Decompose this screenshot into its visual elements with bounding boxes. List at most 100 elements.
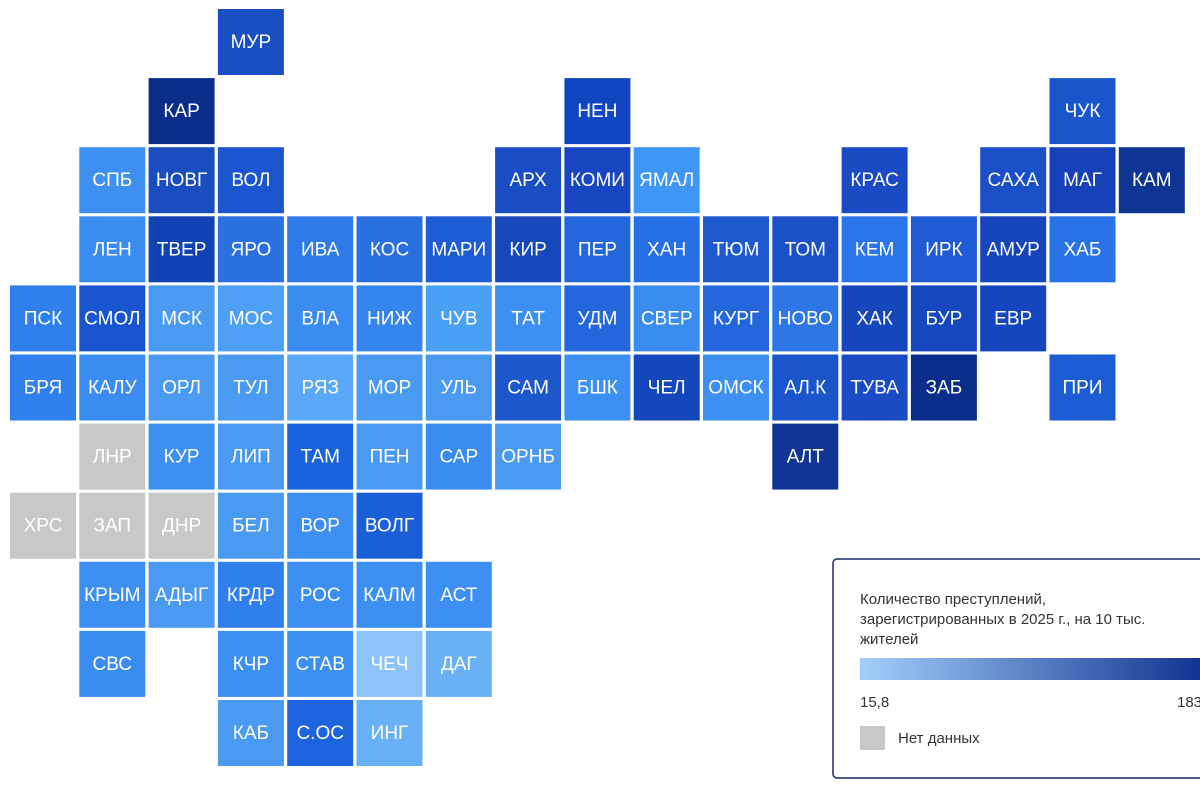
region-tile: ПРИ — [1049, 354, 1116, 421]
tile-bg — [425, 285, 492, 352]
region-tile: АРХ — [495, 147, 562, 214]
tile-bg — [703, 216, 769, 283]
region-tile: СМОЛ — [79, 285, 146, 352]
tile-bg — [287, 216, 354, 283]
tile-bg — [703, 285, 769, 352]
region-tile: КРДР — [217, 561, 284, 628]
tile-bg — [287, 285, 354, 352]
region-tile: БРЯ — [10, 354, 76, 421]
tile-label: ПРИ — [1063, 378, 1103, 399]
tile-label: ХАК — [856, 308, 892, 329]
legend-title: жителей — [860, 631, 918, 648]
tile-label: ИВА — [301, 239, 340, 260]
tile-bg — [703, 354, 769, 421]
region-tile: КЧР — [217, 630, 284, 697]
tile-label: УЛЬ — [441, 378, 477, 399]
region-tile: НОВО — [772, 285, 839, 352]
tile-bg — [10, 285, 76, 352]
tile-label: МАГ — [1063, 170, 1102, 191]
tile-label: КАЛУ — [88, 378, 138, 399]
tile-label: БУР — [926, 308, 963, 329]
region-tile: САМ — [495, 354, 562, 421]
tile-bg — [287, 561, 354, 628]
tile-bg — [564, 78, 631, 145]
region-tile: АЛ.К — [772, 354, 839, 421]
tile-label: АРХ — [510, 170, 547, 191]
tile-bg — [1049, 216, 1116, 283]
tile-label: ТВЕР — [157, 239, 207, 260]
tile-label: ЯРО — [231, 239, 272, 260]
tile-bg — [425, 561, 492, 628]
tile-bg — [425, 423, 492, 490]
tile-bg — [564, 147, 631, 214]
region-tile: КАЛУ — [79, 354, 146, 421]
tile-bg — [1049, 354, 1116, 421]
region-tile: МАРИ — [425, 216, 492, 283]
region-tile: ЛЕН — [79, 216, 146, 283]
tile-bg — [356, 492, 423, 559]
legend-title: Количество преступлений, — [860, 591, 1046, 608]
region-tile: РОС — [287, 561, 354, 628]
tile-label: КОМИ — [570, 170, 625, 191]
tile-label: САР — [439, 447, 478, 468]
tile-label: ЗАБ — [926, 378, 963, 399]
tile-bg — [495, 423, 562, 490]
tile-bg — [217, 147, 284, 214]
tile-bg — [148, 561, 215, 628]
region-tile: КАЛМ — [356, 561, 423, 628]
region-tile: ИНГ — [356, 700, 423, 766]
tile-label: ИНГ — [371, 723, 409, 744]
region-tile: САР — [425, 423, 492, 490]
region-tile: ХРС — [10, 492, 76, 559]
tile-label: НИЖ — [367, 308, 412, 329]
tile-bg — [356, 216, 423, 283]
tile-label: КРЫМ — [84, 585, 140, 606]
tile-bg — [564, 354, 631, 421]
region-tile: ЧЕЛ — [633, 354, 700, 421]
tile-label: КИР — [509, 239, 546, 260]
tile-label: КЕМ — [855, 239, 895, 260]
tile-bg — [79, 285, 146, 352]
tile-label: НОВО — [778, 308, 833, 329]
region-tile: НИЖ — [356, 285, 423, 352]
tile-bg — [1049, 147, 1116, 214]
tile-bg — [633, 354, 700, 421]
tile-label: БЕЛ — [232, 516, 270, 537]
region-tile: КУР — [148, 423, 215, 490]
tile-label: МОР — [368, 378, 411, 399]
tile-label: КОС — [370, 239, 409, 260]
tile-bg — [148, 78, 215, 145]
tile-bg — [10, 492, 76, 559]
tile-label: ЛИП — [231, 447, 271, 468]
tile-label: КАР — [163, 101, 199, 122]
tile-bg — [910, 216, 977, 283]
tile-label: САХА — [988, 170, 1040, 191]
region-tile: С.ОС — [287, 700, 354, 766]
tile-bg — [910, 354, 977, 421]
region-tile: НЕН — [564, 78, 631, 145]
tile-bg — [425, 630, 492, 697]
region-tile: ЧЕЧ — [356, 630, 423, 697]
tile-bg — [425, 216, 492, 283]
region-tile: БЕЛ — [217, 492, 284, 559]
region-tile: МСК — [148, 285, 215, 352]
region-tile: ИРК — [910, 216, 977, 283]
tile-bg — [148, 147, 215, 214]
legend-max: 183 — [1177, 694, 1200, 711]
tile-label: НОВГ — [156, 170, 207, 191]
region-tile: ЯРО — [217, 216, 284, 283]
legend-gradient — [860, 658, 1200, 680]
region-tile: КУРГ — [703, 285, 769, 352]
tile-bg — [148, 492, 215, 559]
tile-bg — [980, 285, 1047, 352]
tile-label: ДНР — [162, 516, 201, 537]
tile-bg — [217, 285, 284, 352]
tile-bg — [495, 354, 562, 421]
region-tile: ТВЕР — [148, 216, 215, 283]
tile-label: ЧУВ — [440, 308, 477, 329]
tile-label: БШК — [577, 378, 618, 399]
tile-bg — [79, 492, 146, 559]
tile-label: ЕВР — [994, 308, 1032, 329]
tile-bg — [633, 216, 700, 283]
